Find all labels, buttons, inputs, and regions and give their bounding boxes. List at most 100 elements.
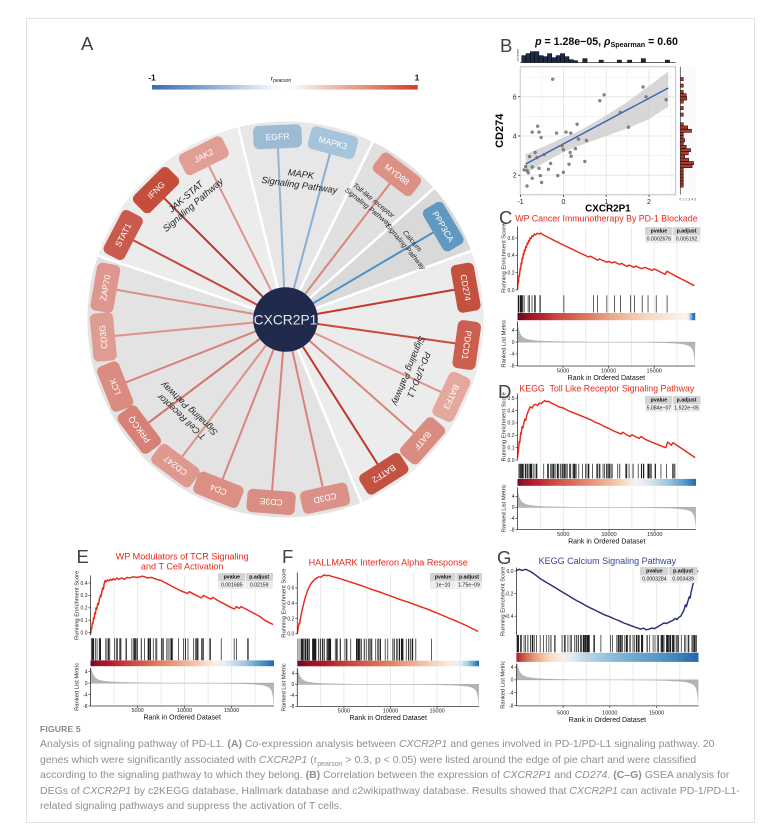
- svg-text:Rank in Ordered Dataset: Rank in Ordered Dataset: [143, 715, 220, 722]
- svg-text:PDCD1: PDCD1: [460, 330, 474, 360]
- svg-text:-8: -8: [509, 703, 514, 709]
- svg-text:0.6: 0.6: [508, 236, 515, 242]
- svg-text:0.2: 0.2: [508, 271, 515, 277]
- svg-text:-0.2: -0.2: [505, 591, 514, 597]
- svg-text:0.0003284: 0.0003284: [642, 577, 667, 583]
- svg-text:4: 4: [511, 665, 514, 671]
- svg-text:0.0: 0.0: [506, 569, 513, 575]
- svg-text:Ranked List Metric: Ranked List Metric: [281, 663, 287, 711]
- svg-text:Running Enrichment Score: Running Enrichment Score: [75, 571, 81, 640]
- svg-text:10000: 10000: [177, 708, 192, 714]
- svg-text:2: 2: [517, 56, 519, 60]
- svg-text:1: 1: [604, 199, 608, 206]
- svg-text:15000: 15000: [647, 369, 662, 375]
- svg-text:Running Enrichment Score: Running Enrichment Score: [502, 392, 508, 461]
- svg-text:8: 8: [517, 48, 519, 52]
- svg-text:WP Modulators of TCR Signaling: WP Modulators of TCR Signaling: [116, 551, 249, 561]
- svg-text:0.003439: 0.003439: [672, 577, 694, 583]
- svg-text:2: 2: [647, 199, 651, 206]
- svg-text:4: 4: [512, 328, 515, 334]
- svg-text:pvalue: pvalue: [651, 398, 668, 404]
- svg-text:10000: 10000: [601, 369, 616, 375]
- svg-text:CD3G: CD3G: [97, 324, 109, 349]
- svg-text:-4: -4: [83, 692, 88, 698]
- svg-text:p.adjust: p.adjust: [677, 229, 697, 235]
- svg-text:0.4: 0.4: [508, 408, 515, 414]
- svg-text:-4: -4: [509, 691, 514, 697]
- svg-text:Running Enrichment Score: Running Enrichment Score: [281, 568, 287, 637]
- svg-text:0: 0: [561, 199, 565, 206]
- svg-text:0: 0: [512, 505, 515, 511]
- svg-text:0.0: 0.0: [81, 630, 88, 636]
- svg-text:0.0: 0.0: [508, 288, 515, 294]
- svg-text:0: 0: [511, 678, 514, 684]
- svg-text:Rank in Ordered Dataset: Rank in Ordered Dataset: [569, 717, 646, 724]
- svg-text:1: 1: [682, 197, 684, 201]
- svg-text:pvalue: pvalue: [646, 569, 663, 575]
- svg-text:0.2: 0.2: [287, 616, 294, 622]
- svg-text:rpearson: rpearson: [271, 76, 292, 85]
- svg-text:2: 2: [513, 173, 517, 180]
- svg-text:Rank in Ordered Dataset: Rank in Ordered Dataset: [568, 539, 645, 546]
- svg-text:10000: 10000: [383, 709, 398, 715]
- svg-text:CD274: CD274: [458, 274, 473, 302]
- svg-text:5000: 5000: [557, 369, 569, 375]
- svg-text:0.3: 0.3: [81, 593, 88, 599]
- svg-text:5000: 5000: [131, 708, 143, 714]
- svg-text:0.0002676: 0.0002676: [647, 237, 672, 243]
- svg-text:CXCR2P1: CXCR2P1: [254, 313, 318, 328]
- svg-text:5: 5: [694, 197, 696, 201]
- svg-text:-4: -4: [290, 693, 295, 699]
- svg-text:4: 4: [85, 670, 88, 676]
- svg-text:0.5: 0.5: [508, 396, 515, 402]
- svg-text:Ranked List Metric: Ranked List Metric: [75, 663, 81, 711]
- svg-text:0: 0: [517, 59, 519, 63]
- svg-text:10000: 10000: [601, 532, 616, 538]
- svg-text:EGFR: EGFR: [265, 131, 289, 142]
- svg-text:1.75e−09: 1.75e−09: [458, 583, 480, 589]
- svg-text:Rank in Ordered Dataset: Rank in Ordered Dataset: [349, 715, 426, 722]
- svg-text:Ranked List Metric: Ranked List Metric: [502, 484, 508, 532]
- svg-text:-1: -1: [148, 73, 156, 83]
- svg-text:-8: -8: [290, 704, 295, 710]
- svg-text:p.adjust: p.adjust: [673, 569, 693, 575]
- svg-text:Running Enrichment Score: Running Enrichment Score: [502, 224, 508, 293]
- svg-text:-0.4: -0.4: [505, 614, 514, 620]
- svg-text:CD274: CD274: [494, 113, 506, 148]
- svg-text:0.0: 0.0: [508, 458, 515, 464]
- svg-text:5000: 5000: [338, 709, 350, 715]
- svg-text:pvalue: pvalue: [224, 575, 241, 581]
- svg-text:CD3D: CD3D: [313, 491, 338, 506]
- svg-text:15000: 15000: [429, 709, 444, 715]
- svg-text:Ranked List Metric: Ranked List Metric: [500, 661, 506, 709]
- svg-text:CXCR2P1: CXCR2P1: [585, 203, 631, 214]
- svg-text:p = 1.28e−05, ρSpearman = 0.60: p = 1.28e−05, ρSpearman = 0.60: [534, 36, 678, 49]
- svg-text:10000: 10000: [602, 711, 617, 717]
- svg-text:Rank in Ordered Dataset: Rank in Ordered Dataset: [568, 375, 645, 382]
- svg-text:15000: 15000: [649, 711, 664, 717]
- svg-text:0.2: 0.2: [508, 433, 515, 439]
- svg-text:-4: -4: [510, 352, 515, 358]
- svg-text:0.005192: 0.005192: [676, 237, 698, 243]
- svg-text:0.0: 0.0: [287, 632, 294, 638]
- svg-text:0.2: 0.2: [81, 606, 88, 612]
- svg-text:KEGG Toll Like Receptor Signa: KEGG Toll Like Receptor Signaling Pathwa…: [519, 384, 694, 394]
- svg-text:1: 1: [415, 73, 420, 83]
- svg-text:0.4: 0.4: [508, 253, 515, 259]
- svg-text:-1: -1: [517, 199, 523, 206]
- svg-text:0: 0: [679, 197, 681, 201]
- svg-text:0.1: 0.1: [508, 446, 515, 452]
- svg-text:pvalue: pvalue: [651, 229, 668, 235]
- svg-text:MAPK: MAPK: [287, 167, 315, 181]
- svg-text:5000: 5000: [557, 532, 569, 538]
- svg-text:5000: 5000: [557, 711, 569, 717]
- svg-text:pvalue: pvalue: [435, 575, 452, 581]
- svg-text:4: 4: [691, 197, 693, 201]
- svg-text:Ranked List Metric: Ranked List Metric: [502, 320, 508, 368]
- svg-text:WP Cancer Immunotherapy By PD-: WP Cancer Immunotherapy By PD-1 Blockade: [515, 214, 697, 224]
- svg-text:p.adjust: p.adjust: [459, 575, 479, 581]
- svg-text:ZAP70: ZAP70: [98, 274, 112, 302]
- svg-text:0.3: 0.3: [508, 421, 515, 427]
- svg-text:0.001685: 0.001685: [221, 583, 243, 589]
- svg-text:CD3E: CD3E: [259, 496, 283, 508]
